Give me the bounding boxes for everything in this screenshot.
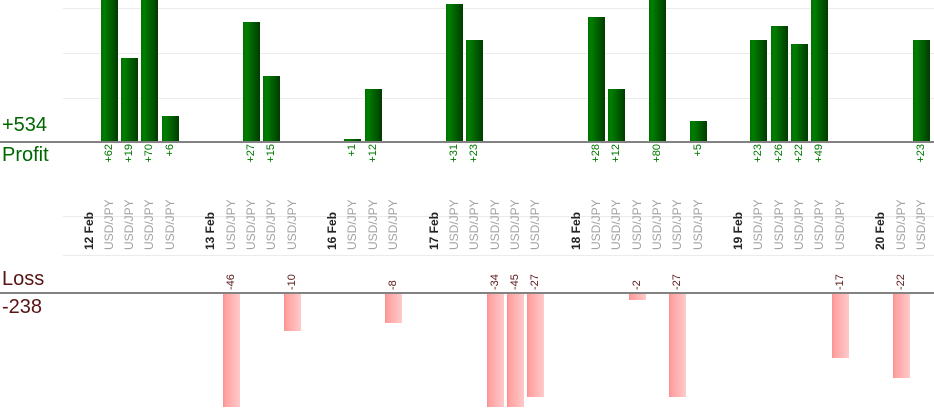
symbol-label: USD/JPY xyxy=(771,199,786,250)
profit-bar xyxy=(445,3,463,143)
profit-bar xyxy=(791,44,808,143)
date-label: 20 Feb xyxy=(873,211,888,250)
date-label: 17 Feb xyxy=(426,211,441,250)
profit-bar xyxy=(344,138,362,143)
loss-bar xyxy=(669,292,687,398)
symbol-label: USD/JPY xyxy=(507,199,522,250)
profit-bar xyxy=(912,39,930,143)
profit-bar xyxy=(750,39,768,143)
symbol-label: USD/JPY xyxy=(467,199,482,250)
symbol-label: USD/JPY xyxy=(649,199,664,250)
profit-bar xyxy=(161,116,179,143)
symbol-label: USD/JPY xyxy=(670,199,685,250)
symbol-label: USD/JPY xyxy=(589,199,603,250)
symbol-label: USD/JPY xyxy=(243,199,258,250)
profit-bar xyxy=(141,0,159,143)
symbol-label: USD/JPY xyxy=(913,199,928,250)
symbol-label: USD/JPY xyxy=(142,199,157,250)
symbol-label: USD/JPY xyxy=(101,199,116,250)
profit-bar xyxy=(263,75,281,143)
profit-axis-title: Profit xyxy=(2,144,49,166)
symbol-label: USD/JPY xyxy=(893,199,908,250)
symbol-label: USD/JPY xyxy=(792,199,806,250)
profit-bar xyxy=(689,120,707,143)
symbol-label: USD/JPY xyxy=(345,199,360,250)
profit-bar xyxy=(588,17,605,143)
symbol-label: USD/JPY xyxy=(122,199,137,250)
date-label: 16 Feb xyxy=(325,211,340,250)
symbol-label: USD/JPY xyxy=(629,199,644,250)
symbol-label: USD/JPY xyxy=(162,199,177,250)
loss-bar xyxy=(486,292,504,407)
date-label: 12 Feb xyxy=(81,211,96,250)
loss-axis-line xyxy=(0,292,934,294)
symbol-label: USD/JPY xyxy=(284,199,299,250)
profit-bar xyxy=(811,0,829,143)
date-label: 13 Feb xyxy=(203,211,218,250)
profit-bar xyxy=(466,39,484,143)
loss-bar xyxy=(222,292,240,407)
symbol-label: USD/JPY xyxy=(264,199,279,250)
loss-gridline xyxy=(63,255,934,256)
symbol-label: USD/JPY xyxy=(386,199,400,250)
loss-bar xyxy=(385,292,402,324)
loss-bar xyxy=(283,292,301,331)
loss-bar xyxy=(527,292,545,398)
loss-gridline xyxy=(63,216,934,217)
profit-gridline xyxy=(63,98,934,99)
symbol-label: USD/JPY xyxy=(812,199,827,250)
symbol-label: USD/JPY xyxy=(446,199,461,250)
symbol-label: USD/JPY xyxy=(223,199,238,250)
profit-bar xyxy=(770,26,788,143)
loss-axis-title: Loss xyxy=(2,268,45,290)
loss-bar xyxy=(628,292,646,300)
loss-bar xyxy=(506,292,524,407)
symbol-label: USD/JPY xyxy=(487,199,502,250)
profit-bar xyxy=(121,57,139,143)
symbol-label: USD/JPY xyxy=(690,199,705,250)
profit-gridline xyxy=(63,8,934,9)
profit-bar xyxy=(608,89,626,143)
profit-bar xyxy=(648,0,666,143)
symbol-label: USD/JPY xyxy=(832,199,847,250)
symbol-label: USD/JPY xyxy=(751,199,766,250)
profit-bar xyxy=(364,89,382,143)
profit-gridline xyxy=(63,53,934,54)
date-label: 18 Feb xyxy=(568,211,583,250)
profit-axis-line xyxy=(0,141,934,143)
loss-bar xyxy=(892,292,910,378)
loss-total-label: -238 xyxy=(2,296,43,318)
profit-total-label: +534 xyxy=(2,114,48,136)
profit-bar xyxy=(100,0,118,143)
symbol-label: USD/JPY xyxy=(528,199,543,250)
symbol-label: USD/JPY xyxy=(609,199,624,250)
profit-bar xyxy=(242,21,260,143)
symbol-label: USD/JPY xyxy=(365,199,380,250)
date-label: 19 Feb xyxy=(731,211,746,250)
loss-bar xyxy=(831,292,849,359)
